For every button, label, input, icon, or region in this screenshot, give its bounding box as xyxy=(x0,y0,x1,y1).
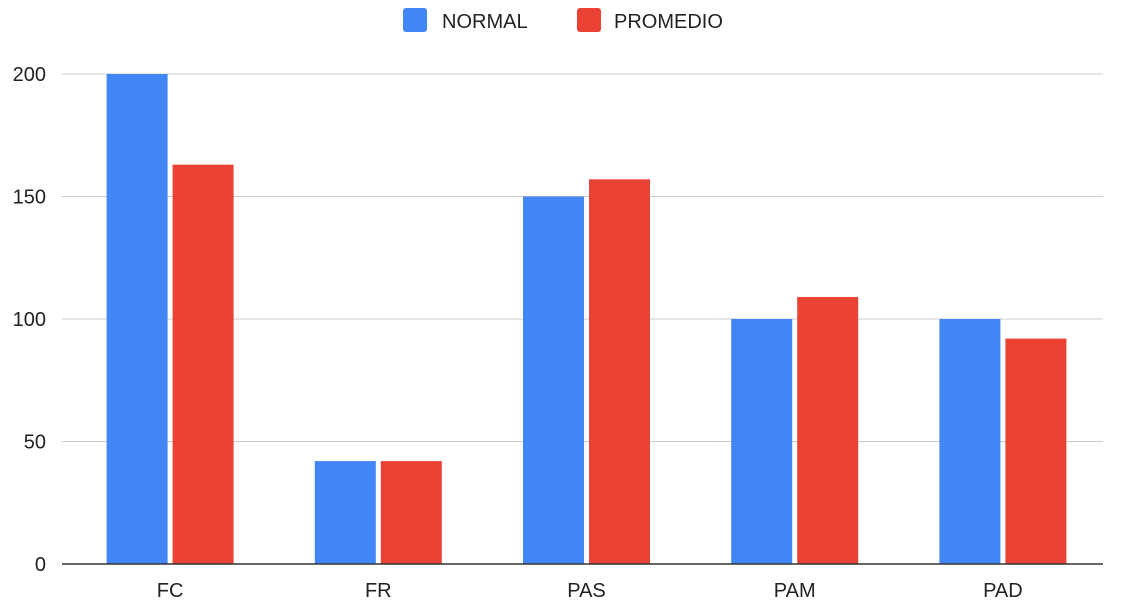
chart-legend: NORMAL PROMEDIO xyxy=(403,8,723,33)
bar-normal-pam xyxy=(731,319,793,564)
bar-promedio-pad xyxy=(1005,338,1067,564)
y-tick-label: 200 xyxy=(13,64,46,86)
bar-normal-pad xyxy=(939,319,1001,564)
x-tick-label: FR xyxy=(365,580,392,601)
bar-promedio-pam xyxy=(797,296,859,564)
y-tick-label: 150 xyxy=(13,187,46,209)
legend-swatch-promedio xyxy=(577,8,601,32)
legend-swatch-normal xyxy=(403,8,427,32)
bars xyxy=(106,74,1067,564)
legend-label-promedio: PROMEDIO xyxy=(614,11,723,33)
bar-promedio-pas xyxy=(589,179,650,564)
bar-normal-fc xyxy=(106,74,168,564)
bar-normal-fr xyxy=(314,461,376,564)
x-tick-label: FC xyxy=(157,580,184,601)
bar-promedio-fc xyxy=(172,164,234,564)
x-tick-label: PAM xyxy=(774,580,816,601)
y-tick-label: 50 xyxy=(24,432,46,454)
y-tick-label: 100 xyxy=(13,309,46,331)
x-tick-label: PAD xyxy=(983,580,1023,601)
y-axis-ticks: 0 50 100 150 200 xyxy=(13,64,46,576)
legend-label-normal: NORMAL xyxy=(442,11,528,33)
bar-normal-pas xyxy=(523,196,584,564)
x-tick-label: PAS xyxy=(567,580,606,601)
bar-promedio-fr xyxy=(380,461,442,564)
x-axis-ticks: FC FR PAS PAM PAD xyxy=(157,580,1023,601)
y-tick-label: 0 xyxy=(35,554,46,576)
